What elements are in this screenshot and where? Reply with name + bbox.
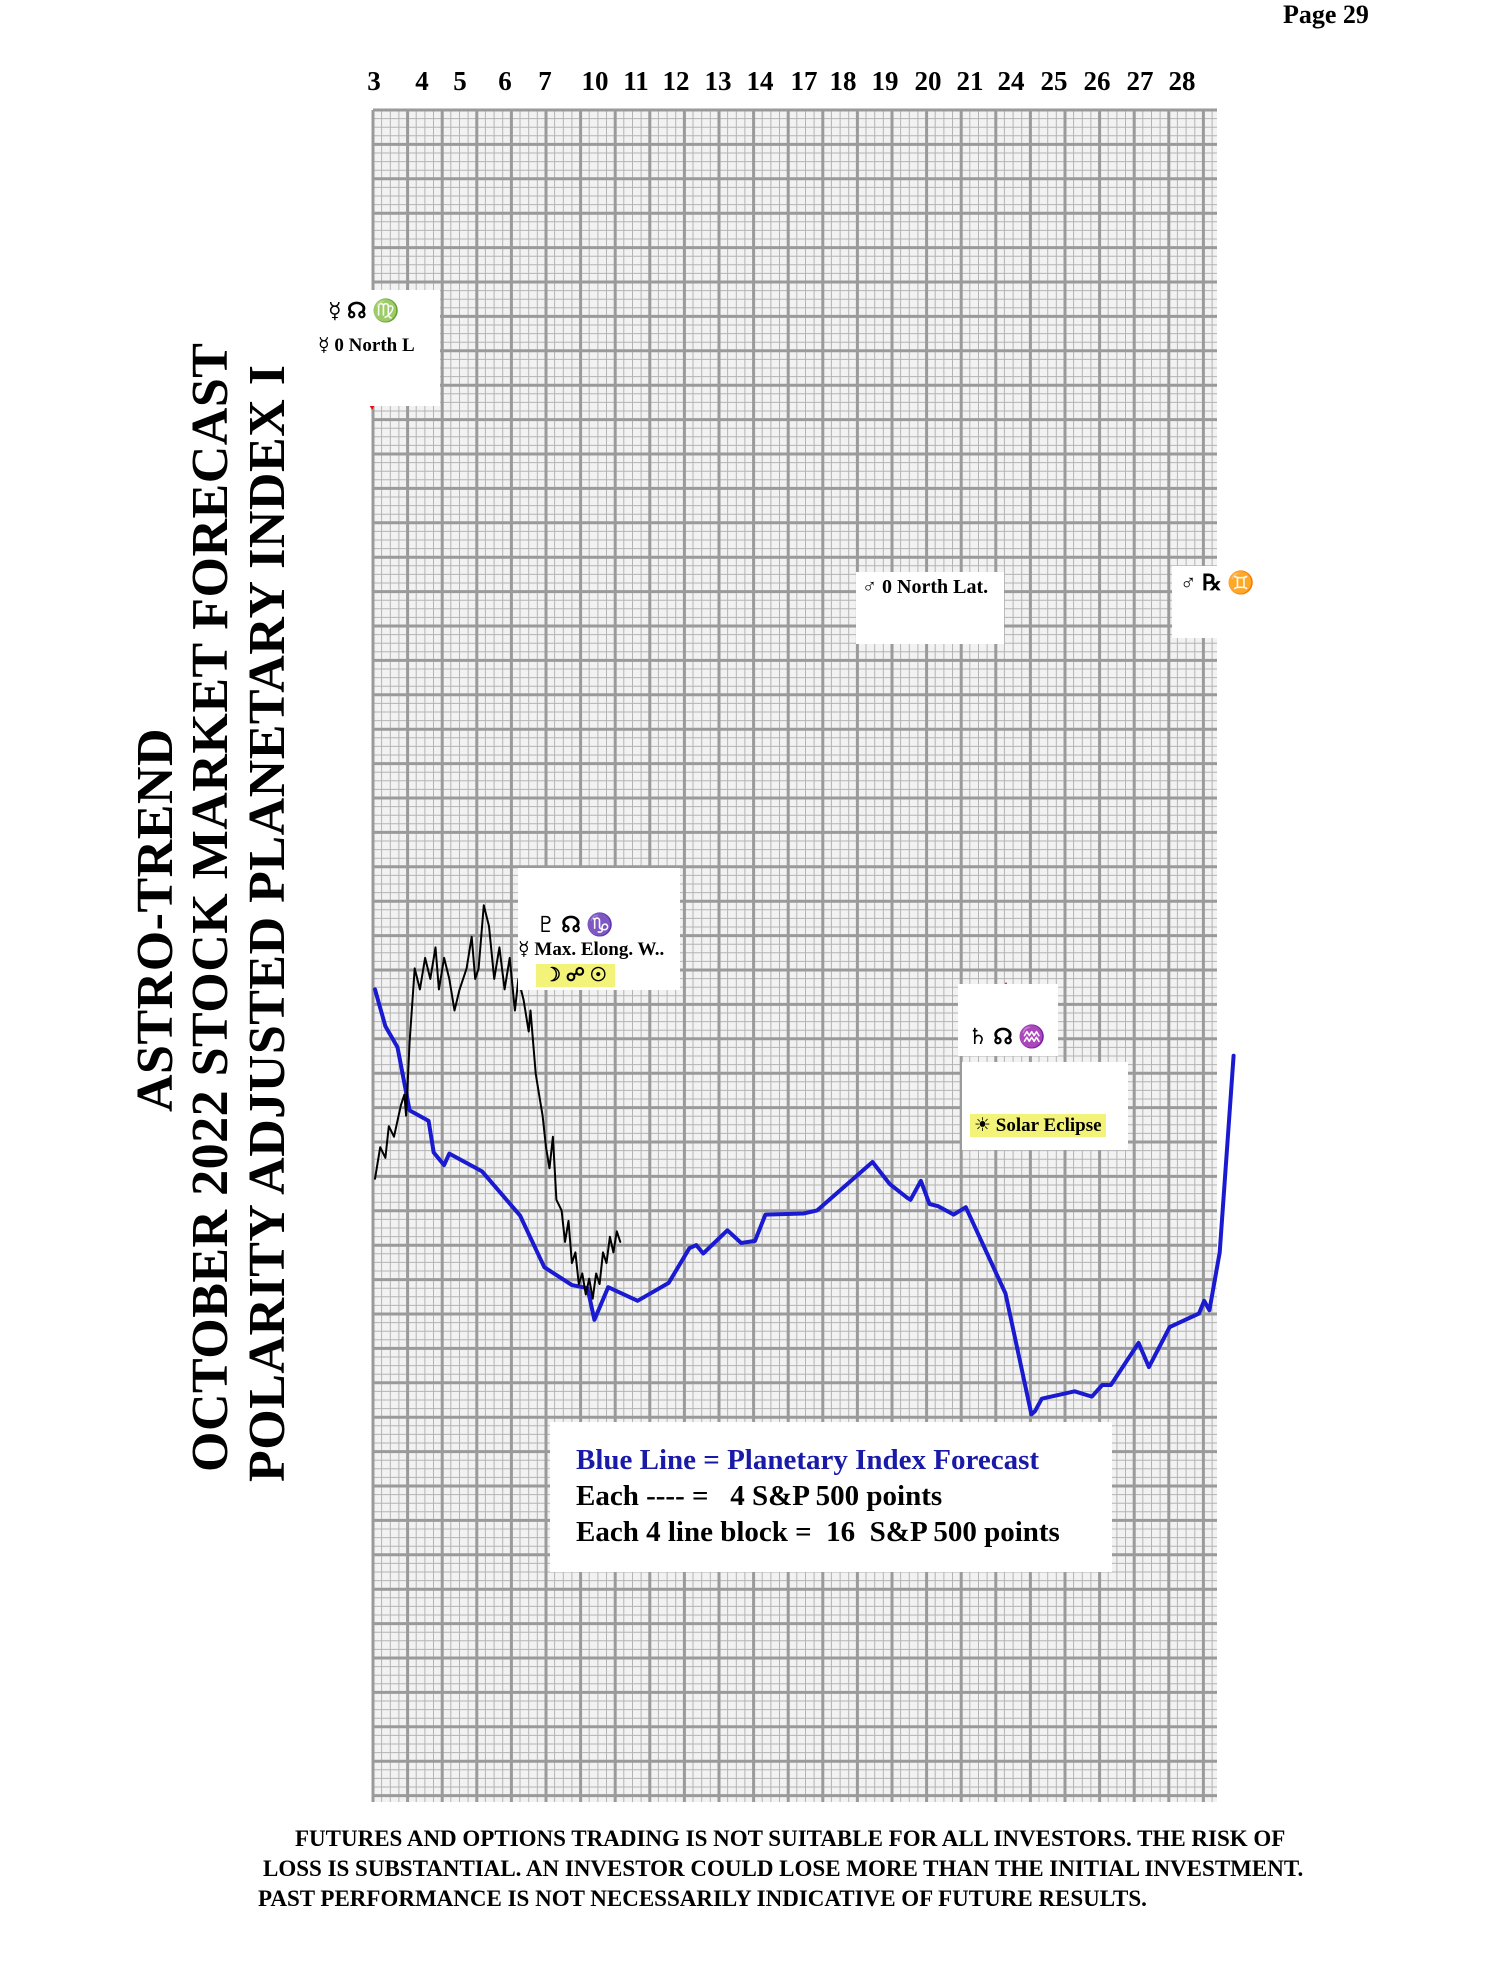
forecast-series-line: [373, 987, 1236, 1417]
x-tick-label: 7: [538, 66, 552, 96]
disclaimer-line-2: LOSS IS SUBSTANTIAL. AN INVESTOR COULD L…: [263, 1856, 1304, 1881]
x-tick-label: 28: [1168, 66, 1196, 96]
disclaimer-line-1: FUTURES AND OPTIONS TRADING IS NOT SUITA…: [295, 1826, 1286, 1851]
annotation-mercury-north-lat: ☿ ☊ ♍ ☿ 0 North L: [312, 290, 440, 406]
x-tick-label: 14: [746, 66, 774, 96]
x-tick-label: 12: [662, 66, 690, 96]
annotation-text: ♂ 0 North Lat.: [862, 576, 989, 598]
x-tick-label: 10: [581, 66, 609, 96]
annotation-text: ☿ 0 North L: [318, 335, 415, 356]
annotation-symbols: ☿ ☊ ♍: [328, 298, 400, 323]
x-tick-label: 25: [1040, 66, 1068, 96]
legend-line-3: Each 4 line block = 16 S&P 500 points: [576, 1516, 1060, 1548]
x-tick-label: 24: [997, 66, 1025, 96]
disclaimer-line-3: PAST PERFORMANCE IS NOT NECESSARILY INDI…: [258, 1886, 1147, 1911]
x-tick-label: 6: [498, 66, 512, 96]
x-tick-label: 11: [623, 66, 649, 96]
annotation-symbols: ♄ ☊ ♒: [968, 1024, 1046, 1049]
annotation-saturn-direct: ♄ ☊ ♒: [958, 984, 1058, 1056]
legend-box: Blue Line = Planetary Index Forecast Eac…: [550, 1422, 1112, 1572]
legend-line-2: Each ---- = 4 S&P 500 points: [576, 1480, 943, 1512]
annotation-symbols: ♂ ℞ ♊: [1180, 570, 1255, 595]
annotation-symbols: ♇ ☊ ♑: [536, 912, 614, 937]
x-tick-label: 5: [453, 66, 467, 96]
x-tick-label: 27: [1126, 66, 1154, 96]
annotation-text: ☀ Solar Eclipse: [970, 1114, 1106, 1137]
annotation-solar-eclipse: ☀ Solar Eclipse: [962, 1062, 1128, 1150]
annotation-mars-north-lat: ♂ 0 North Lat.: [856, 572, 1004, 644]
x-tick-label: 13: [704, 66, 732, 96]
annotation-mars-retrograde: ♂ ℞ ♊: [1172, 566, 1268, 638]
x-tick-label: 18: [829, 66, 857, 96]
annotation-highlight: ☽ ☍ ☉: [536, 964, 615, 987]
x-axis-day-labels: 3 4 5 6 7 10 11 12 13 14 17 18 19 20 21 24 25 26 27 28: [0, 66, 1512, 100]
x-tick-label: 4: [415, 66, 429, 96]
annotation-mercury-max-elongation: ♇ ☊ ♑ ☿ Max. Elong. W.. ☽ ☍ ☉: [518, 868, 680, 990]
x-tick-label: 3: [367, 66, 381, 96]
x-tick-label: 21: [956, 66, 984, 96]
x-tick-label: 26: [1083, 66, 1111, 96]
page-number: Page 29: [1283, 0, 1369, 29]
x-tick-label: 19: [871, 66, 899, 96]
actual-price-series-line: [374, 904, 622, 1300]
annotation-text: ☿ Max. Elong. W..: [518, 939, 665, 960]
x-tick-label: 17: [790, 66, 818, 96]
x-tick-label: 20: [914, 66, 942, 96]
legend-line-1: Blue Line = Planetary Index Forecast: [576, 1444, 1040, 1476]
